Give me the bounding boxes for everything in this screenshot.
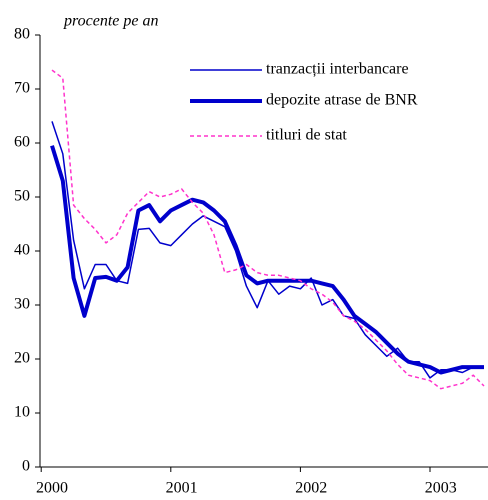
x-tick-label: 2003 (425, 480, 457, 497)
y-axis-label: procente pe an (63, 13, 158, 30)
series-line (51, 121, 484, 379)
y-tick-label: 30 (14, 296, 30, 313)
y-tick-label: 70 (14, 80, 30, 97)
legend-label: tranzacții interbancare (266, 61, 409, 78)
x-tick-label: 2001 (166, 480, 198, 497)
y-tick-label: 60 (14, 134, 30, 151)
legend-label: depozite atrase de BNR (266, 92, 418, 109)
y-tick-label: 40 (14, 242, 30, 259)
y-tick-label: 20 (14, 350, 30, 367)
y-tick-label: 10 (14, 404, 30, 421)
y-tick-label: 80 (14, 26, 30, 43)
y-tick-label: 50 (14, 188, 30, 205)
x-tick-label: 2000 (36, 480, 68, 497)
x-tick-label: 2002 (295, 480, 327, 497)
series-line (51, 69, 485, 390)
y-tick-label: 0 (22, 458, 30, 475)
legend-label: titluri de stat (266, 127, 347, 144)
series-line (50, 145, 484, 375)
